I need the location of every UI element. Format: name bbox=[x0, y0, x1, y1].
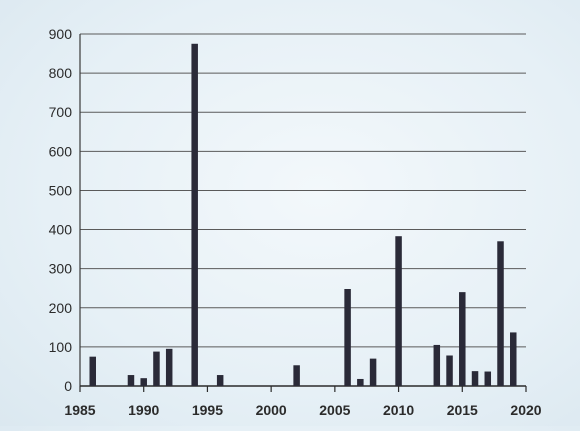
y-tick-label: 100 bbox=[49, 339, 73, 355]
x-tick-label: 2020 bbox=[510, 402, 541, 418]
bar bbox=[344, 289, 351, 386]
bars bbox=[89, 43, 517, 387]
x-tick-label: 2005 bbox=[319, 402, 350, 418]
bar bbox=[484, 371, 492, 386]
y-tick-label: 700 bbox=[49, 104, 73, 120]
x-tick-label: 1985 bbox=[64, 402, 95, 418]
y-axis-ticks: 0 100 200 300 400 500 600 700 800 900 bbox=[49, 26, 73, 394]
y-tick-label: 600 bbox=[49, 143, 73, 159]
bar bbox=[497, 241, 504, 386]
x-tick-label: 2010 bbox=[383, 402, 414, 418]
x-tick-label: 1990 bbox=[128, 402, 159, 418]
bar bbox=[293, 365, 300, 386]
bar bbox=[216, 375, 224, 386]
bar bbox=[433, 344, 441, 386]
y-tick-label: 800 bbox=[49, 65, 73, 81]
bar bbox=[395, 236, 402, 386]
x-axis-ticks: 1985 1990 1995 2000 2005 2010 2015 2020 bbox=[64, 402, 541, 418]
x-tick-label: 1995 bbox=[192, 402, 223, 418]
bar bbox=[459, 292, 466, 386]
bar bbox=[165, 348, 173, 386]
bar bbox=[510, 332, 517, 386]
bar bbox=[446, 355, 453, 386]
x-tick-label: 2015 bbox=[447, 402, 478, 418]
bar bbox=[89, 356, 96, 386]
y-tick-label: 0 bbox=[64, 378, 72, 394]
bar bbox=[369, 358, 377, 386]
y-tick-label: 900 bbox=[49, 26, 73, 42]
bar bbox=[357, 378, 364, 386]
bar bbox=[153, 351, 160, 386]
bar bbox=[140, 378, 147, 386]
y-tick-label: 300 bbox=[49, 261, 73, 277]
x-tick-label: 2000 bbox=[256, 402, 287, 418]
bar bbox=[191, 43, 198, 387]
y-tick-label: 200 bbox=[49, 300, 73, 316]
bar bbox=[127, 375, 135, 386]
y-tick-label: 500 bbox=[49, 182, 73, 198]
y-tick-label: 400 bbox=[49, 222, 73, 238]
bar bbox=[471, 371, 479, 386]
